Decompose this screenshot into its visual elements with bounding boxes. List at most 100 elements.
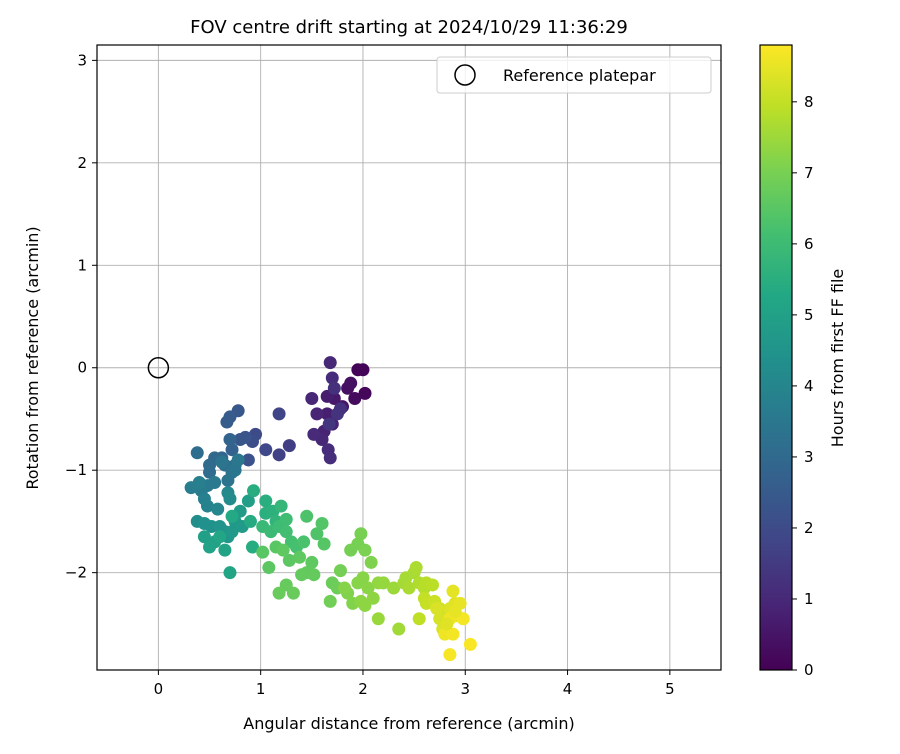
data-point [225,525,239,539]
data-point [387,581,401,595]
data-point [300,509,314,523]
data-point [279,525,293,539]
x-tick-label: 3 [460,680,470,698]
data-point [440,617,454,631]
y-tick-label: 0 [77,359,87,377]
data-point [307,427,321,441]
data-point [327,381,341,395]
data-point [247,484,261,498]
x-tick-label: 2 [358,680,368,698]
y-tick-label: 2 [77,154,87,172]
data-point [297,535,311,549]
data-point [225,509,239,523]
x-tick-label: 1 [256,680,266,698]
colorbar-tick-label: 7 [804,164,814,182]
data-point [221,473,235,487]
y-tick-label: 1 [77,256,87,274]
data-point [344,376,358,390]
data-point [356,363,370,377]
legend: Reference platepar [436,56,712,94]
data-point [233,432,247,446]
colorbar [759,44,793,671]
data-point [376,576,390,590]
colorbar-tick-label: 2 [804,519,814,537]
data-point [200,499,214,513]
data-point [215,455,229,469]
data-point [305,555,319,569]
data-point [259,443,273,457]
x-tick-label: 4 [563,680,573,698]
x-tick-label: 5 [665,680,675,698]
data-point [286,586,300,600]
y-tick-label: −1 [65,461,87,479]
data-point [272,448,286,462]
y-tick-label: 3 [77,51,87,69]
data-point [272,586,286,600]
reference-marker [147,356,170,379]
data-point [259,494,273,508]
data-point [354,527,368,541]
data-point [330,407,344,421]
colorbar-tick-label: 0 [804,661,814,679]
data-point [190,446,204,460]
data-point [213,530,227,544]
data-point [245,540,259,554]
data-point [220,415,234,429]
data-point [463,637,477,651]
data-point [315,516,329,530]
data-point [323,356,337,370]
data-point [307,568,321,582]
data-point [274,499,288,513]
grid [97,45,721,670]
data-point [272,407,286,421]
data-point [348,391,362,405]
x-axis-ticks: 0 1 2 3 4 5 [154,670,675,698]
data-point [317,537,331,551]
data-point [356,571,370,585]
data-point [262,561,276,575]
colorbar-tick-label: 8 [804,93,814,111]
data-point [295,568,309,582]
data-point [223,432,237,446]
chart-title: FOV centre drift starting at 2024/10/29 … [190,17,628,38]
data-point [310,527,324,541]
legend-box [436,56,712,94]
legend-reference-marker [454,64,476,86]
plot-frame [96,44,722,671]
data-point [243,514,257,528]
data-point [197,530,211,544]
data-point [305,391,319,405]
data-point [325,371,339,385]
data-point [203,540,217,554]
data-point [371,612,385,626]
data-point [282,439,296,453]
data-point [443,648,457,662]
data-point [338,581,352,595]
data-point [446,627,460,641]
data-point [323,451,337,465]
data-point [228,463,242,477]
y-axis-label: Rotation from reference (arcmin) [23,226,42,489]
colorbar-tick-label: 6 [804,235,814,253]
data-point [282,553,296,567]
legend-label-reference-platepar: Reference platepar [503,66,656,85]
data-point [402,581,416,595]
colorbar-ticks: 0 1 2 3 4 5 6 7 8 [792,93,814,679]
colorbar-label: Hours from first FF file [828,269,847,448]
data-point [192,476,206,489]
data-point [448,605,462,619]
data-point [276,543,290,557]
data-point [279,512,293,526]
data-point [320,407,334,421]
data-point [366,591,380,605]
data-point [446,584,460,598]
data-point [223,492,237,506]
data-point [392,622,406,636]
data-point [333,564,347,578]
colorbar-tick-label: 3 [804,448,814,466]
data-point [358,386,372,400]
data-point [256,545,270,559]
data-point [322,417,336,431]
y-tick-label: −2 [65,564,87,582]
